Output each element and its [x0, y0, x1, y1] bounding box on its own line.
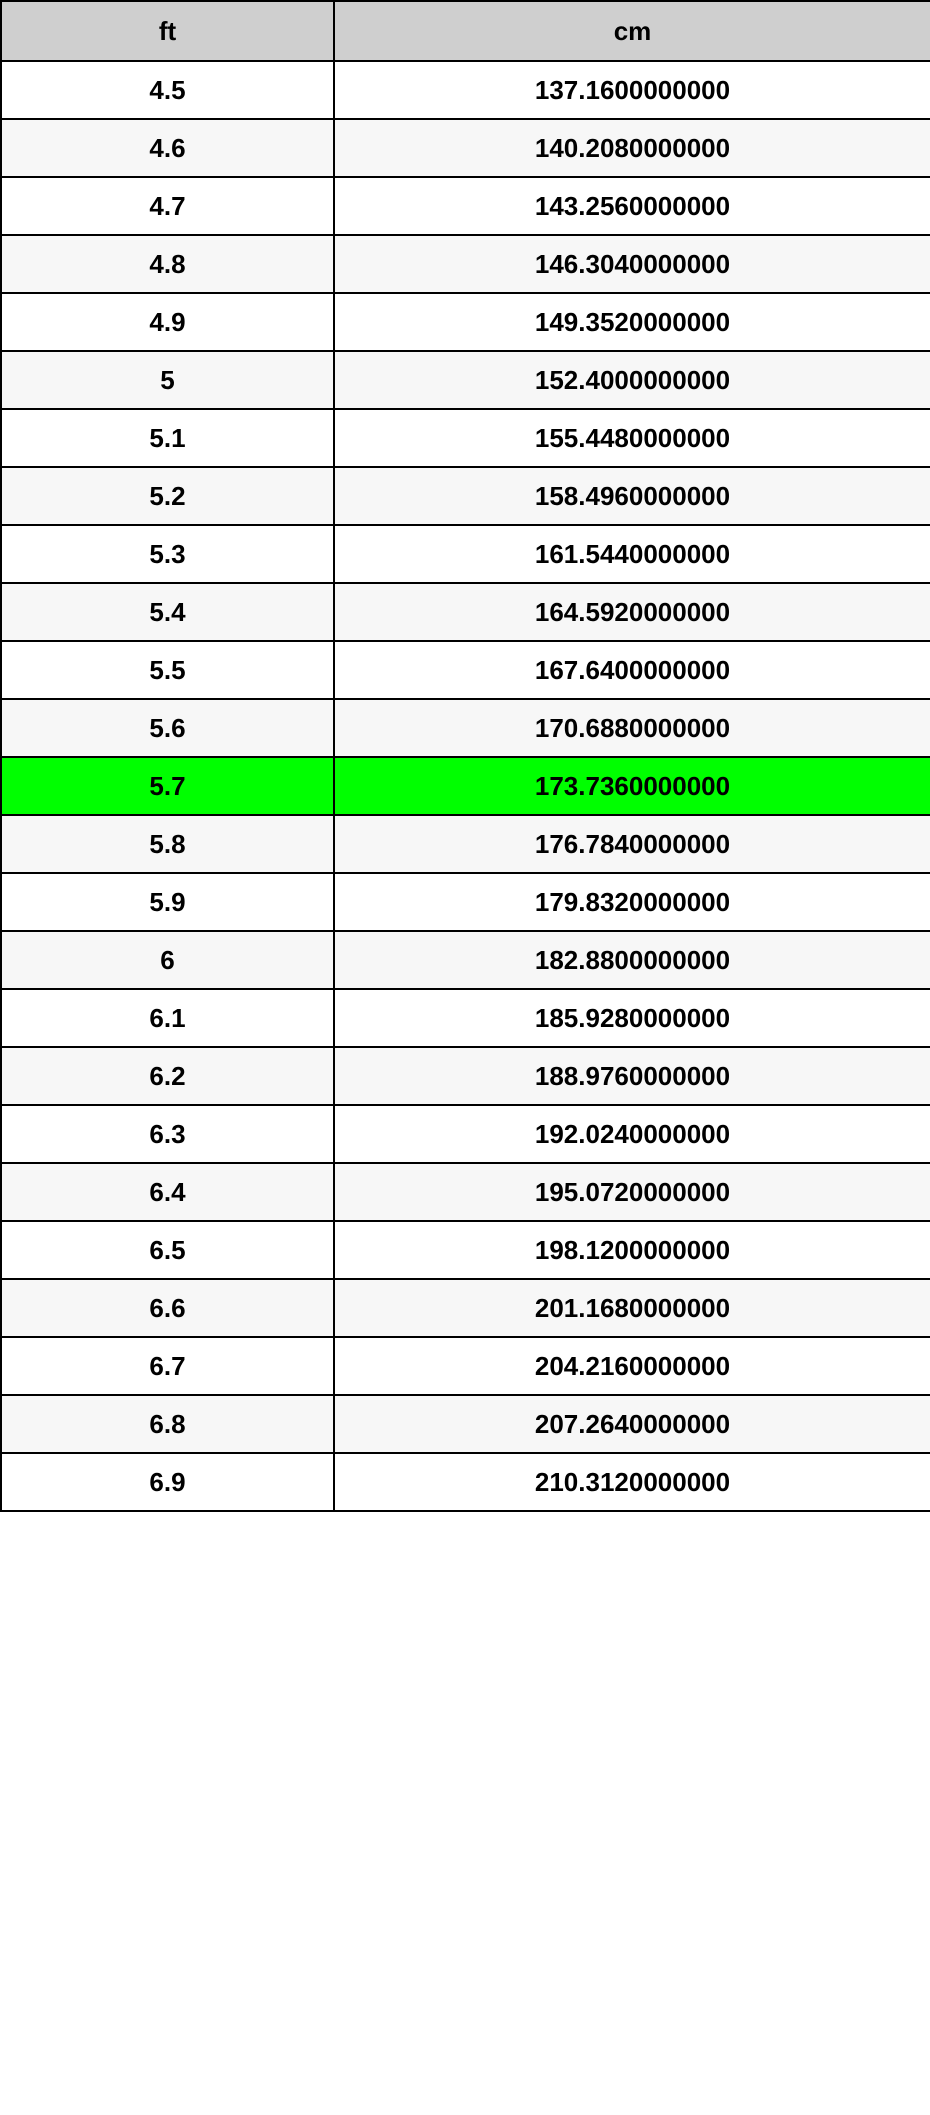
table-row: 4.9 149.3520000000 [0, 292, 930, 352]
cell-ft: 4.6 [0, 118, 335, 178]
cell-ft: 4.5 [0, 60, 335, 120]
ft-to-cm-conversion-table: ft cm 4.5 137.1600000000 4.6 140.2080000000… [0, 0, 930, 1512]
table-row: 6.1 185.9280000000 [0, 988, 930, 1048]
cell-cm: 198.1200000000 [333, 1220, 930, 1280]
column-header-ft: ft [0, 0, 335, 62]
cell-cm: 204.2160000000 [333, 1336, 930, 1396]
cell-cm: 173.7360000000 [333, 756, 930, 816]
cell-cm: 137.1600000000 [333, 60, 930, 120]
cell-cm: 143.2560000000 [333, 176, 930, 236]
cell-cm: 164.5920000000 [333, 582, 930, 642]
column-header-cm: cm [333, 0, 930, 62]
cell-ft: 5.3 [0, 524, 335, 584]
cell-cm: 146.3040000000 [333, 234, 930, 294]
table-row: 6.7 204.2160000000 [0, 1336, 930, 1396]
table-row: 6.6 201.1680000000 [0, 1278, 930, 1338]
table-row: 5.8 176.7840000000 [0, 814, 930, 874]
table-row: 5 152.4000000000 [0, 350, 930, 410]
table-row: 4.7 143.2560000000 [0, 176, 930, 236]
cell-cm: 188.9760000000 [333, 1046, 930, 1106]
table-row: 6.9 210.3120000000 [0, 1452, 930, 1512]
table-row: 6.5 198.1200000000 [0, 1220, 930, 1280]
cell-cm: 140.2080000000 [333, 118, 930, 178]
cell-ft: 5.7 [0, 756, 335, 816]
table-row: 4.8 146.3040000000 [0, 234, 930, 294]
cell-cm: 195.0720000000 [333, 1162, 930, 1222]
cell-cm: 152.4000000000 [333, 350, 930, 410]
cell-ft: 5.8 [0, 814, 335, 874]
cell-cm: 182.8800000000 [333, 930, 930, 990]
table-row: 6.2 188.9760000000 [0, 1046, 930, 1106]
table-row: 5.3 161.5440000000 [0, 524, 930, 584]
cell-ft: 5.2 [0, 466, 335, 526]
cell-ft: 6.2 [0, 1046, 335, 1106]
cell-ft: 4.8 [0, 234, 335, 294]
cell-ft: 6.8 [0, 1394, 335, 1454]
cell-ft: 6.3 [0, 1104, 335, 1164]
cell-cm: 158.4960000000 [333, 466, 930, 526]
cell-cm: 179.8320000000 [333, 872, 930, 932]
cell-cm: 185.9280000000 [333, 988, 930, 1048]
table-row: 4.5 137.1600000000 [0, 60, 930, 120]
table-body: 4.5 137.1600000000 4.6 140.2080000000 4.7 143… [0, 60, 930, 1512]
cell-cm: 155.4480000000 [333, 408, 930, 468]
table-row: 6 182.8800000000 [0, 930, 930, 990]
table-row: 6.4 195.0720000000 [0, 1162, 930, 1222]
cell-cm: 170.6880000000 [333, 698, 930, 758]
table-row: 5.1 155.4480000000 [0, 408, 930, 468]
cell-ft: 5 [0, 350, 335, 410]
cell-ft: 5.6 [0, 698, 335, 758]
table-row: 4.6 140.2080000000 [0, 118, 930, 178]
cell-cm: 176.7840000000 [333, 814, 930, 874]
table-row: 5.4 164.5920000000 [0, 582, 930, 642]
cell-ft: 6.9 [0, 1452, 335, 1512]
cell-cm: 167.6400000000 [333, 640, 930, 700]
table-row: 6.8 207.2640000000 [0, 1394, 930, 1454]
cell-ft: 4.9 [0, 292, 335, 352]
table-row: 6.3 192.0240000000 [0, 1104, 930, 1164]
cell-cm: 210.3120000000 [333, 1452, 930, 1512]
table-row: 5.5 167.6400000000 [0, 640, 930, 700]
cell-ft: 5.5 [0, 640, 335, 700]
cell-ft: 5.1 [0, 408, 335, 468]
cell-ft: 6.7 [0, 1336, 335, 1396]
table-row: 5.6 170.6880000000 [0, 698, 930, 758]
cell-ft: 5.9 [0, 872, 335, 932]
cell-cm: 149.3520000000 [333, 292, 930, 352]
cell-ft: 6.4 [0, 1162, 335, 1222]
cell-ft: 5.4 [0, 582, 335, 642]
table-header-row: ft cm [0, 0, 930, 62]
table-row: 5.2 158.4960000000 [0, 466, 930, 526]
cell-ft: 4.7 [0, 176, 335, 236]
cell-cm: 161.5440000000 [333, 524, 930, 584]
cell-cm: 207.2640000000 [333, 1394, 930, 1454]
table-row: 5.9 179.8320000000 [0, 872, 930, 932]
cell-ft: 6 [0, 930, 335, 990]
table-header: ft cm [0, 0, 930, 62]
cell-cm: 201.1680000000 [333, 1278, 930, 1338]
cell-ft: 6.5 [0, 1220, 335, 1280]
cell-ft: 6.1 [0, 988, 335, 1048]
table-row-highlighted: 5.7 173.7360000000 [0, 756, 930, 816]
cell-cm: 192.0240000000 [333, 1104, 930, 1164]
cell-ft: 6.6 [0, 1278, 335, 1338]
